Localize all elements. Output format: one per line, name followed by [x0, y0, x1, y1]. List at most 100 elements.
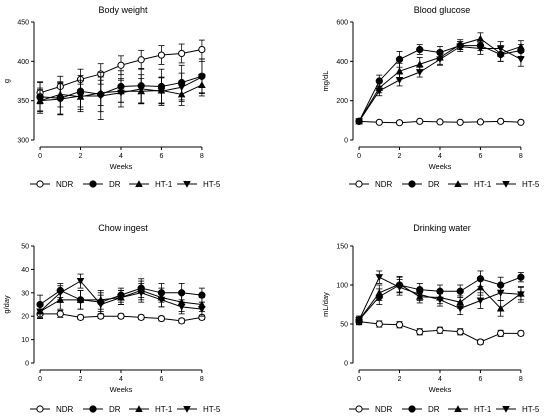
legend-marker [89, 180, 97, 188]
data-point [476, 297, 485, 305]
data-point [198, 306, 206, 313]
legend-marker [135, 180, 143, 188]
data-point [56, 289, 65, 297]
chart-panel-blood-glucose: Blood glucose 0 200 400 600 mg/dL 0 2 4 6 8 Weeks ND… [321, 5, 540, 189]
data-point [456, 328, 464, 336]
data-point [456, 287, 464, 295]
legend-marker [135, 405, 143, 413]
y-tick-label: 400 [17, 59, 29, 66]
data-point [375, 118, 383, 126]
data-point [517, 42, 525, 50]
data-point [395, 55, 404, 64]
data-point [456, 118, 464, 126]
y-axis-label: g [2, 79, 11, 83]
y-tick-label: 200 [336, 98, 348, 105]
y-tick-label: 450 [17, 20, 29, 27]
data-point [375, 289, 384, 296]
y-tick-label: 350 [17, 98, 29, 105]
legend-marker [454, 180, 462, 188]
data-point [56, 96, 65, 103]
x-tick-label: 2 [398, 376, 402, 383]
chart-title: Drinking water [413, 223, 471, 233]
data-point [436, 296, 444, 304]
data-point [117, 294, 125, 302]
data-point [496, 45, 505, 53]
data-point [436, 118, 444, 126]
x-axis-label: Weeks [429, 385, 452, 394]
series-ht-5 [355, 41, 525, 126]
y-axis-label: mg/dL [321, 71, 330, 92]
x-tick-label: 8 [519, 376, 523, 383]
legend-label: NDR [56, 180, 74, 189]
legend-label: HT-5 [203, 405, 221, 414]
data-point [178, 317, 186, 325]
legend-label: NDR [375, 180, 393, 189]
x-tick-label: 2 [79, 376, 83, 383]
data-point [375, 274, 384, 281]
x-tick-label: 8 [519, 153, 523, 160]
y-tick-label: 600 [336, 20, 348, 27]
data-point [476, 283, 485, 291]
y-tick-label: 150 [336, 244, 348, 251]
x-tick-label: 4 [119, 153, 123, 160]
data-point [177, 303, 186, 311]
series-ht-5 [36, 273, 206, 319]
legend-marker [408, 180, 416, 188]
data-point [375, 87, 384, 95]
legend: NDR DR HT-1 HT-5 [30, 180, 221, 189]
chart-panel-chow-ingest: Chow ingest 0 10 20 30 40 50 g/day 0 2 4 6 8 Weeks NDR… [2, 223, 221, 414]
data-point [137, 85, 146, 93]
data-point [355, 118, 363, 126]
x-axis-label: Weeks [110, 385, 133, 394]
series-ndr [36, 309, 206, 325]
x-tick-label: 0 [38, 153, 42, 160]
data-point [157, 88, 166, 96]
data-point [395, 119, 404, 127]
y-tick-label: 40 [21, 267, 29, 274]
series-ht-5 [355, 270, 525, 325]
data-point [497, 117, 505, 125]
data-point [476, 34, 485, 42]
data-point [117, 312, 125, 320]
data-point [56, 310, 64, 318]
y-tick-label: 10 [21, 337, 29, 344]
data-point [415, 69, 424, 76]
x-axis-label: Weeks [110, 162, 133, 171]
legend-marker [36, 405, 44, 413]
chart-panel-body-weight: Body weight 300 350 400 450 g 0 2 4 6 8 Weeks NDR DR H… [2, 5, 221, 189]
data-point [436, 56, 444, 64]
x-tick-label: 4 [438, 376, 442, 383]
legend-label: HT-5 [522, 405, 540, 414]
data-point [517, 329, 525, 337]
legend-label: HT-1 [155, 405, 173, 414]
x-tick-label: 2 [79, 153, 83, 160]
data-point [117, 61, 125, 69]
data-point [496, 289, 505, 297]
data-point [415, 60, 424, 68]
legend-marker [502, 180, 510, 188]
legend: NDR DR HT-1 HT-5 [30, 405, 221, 414]
data-point [137, 56, 145, 64]
x-tick-label: 6 [159, 153, 163, 160]
y-tick-label: 400 [336, 59, 348, 66]
data-point [496, 304, 505, 312]
legend-label: DR [428, 405, 440, 414]
data-point [198, 74, 206, 81]
data-point [36, 308, 44, 316]
x-tick-label: 6 [478, 153, 482, 160]
data-point [96, 301, 105, 309]
data-point [157, 51, 166, 59]
data-point [355, 317, 363, 324]
data-point [416, 45, 424, 54]
x-tick-label: 0 [357, 376, 361, 383]
data-point [476, 338, 485, 346]
legend: NDR DR HT-1 HT-5 [349, 180, 540, 189]
data-point [76, 92, 85, 100]
legend-marker [454, 405, 462, 413]
y-tick-label: 0 [25, 361, 29, 368]
data-point [517, 273, 525, 281]
data-point [178, 49, 186, 58]
data-point [177, 84, 186, 92]
y-axis-label: g/day [2, 295, 11, 314]
